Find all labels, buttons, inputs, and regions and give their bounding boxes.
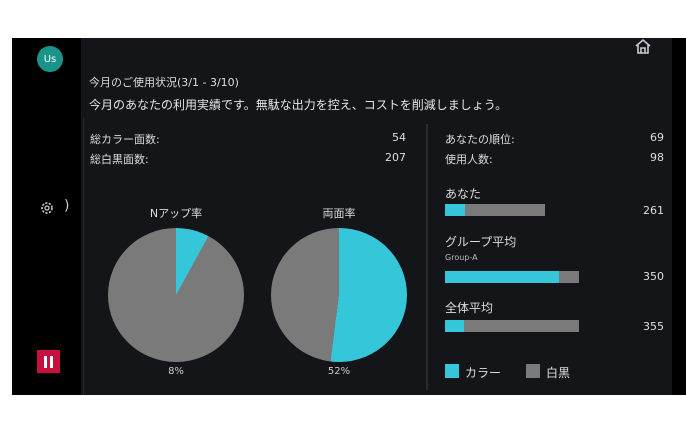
legend-color-swatch [445,364,459,378]
rank-value: 69 [650,131,664,144]
home-icon[interactable] [634,38,652,54]
overall-average-label: 全体平均 [445,301,494,315]
duplex-rate-pct: 52% [327,366,351,377]
nup-rate-pct: 8% [168,366,184,377]
legend-color-label: カラー [465,366,502,380]
usage-period-title: 今月のご使用状況(3/1 - 3/10) [89,76,239,89]
users-value: 98 [650,151,664,164]
group-average-label: グループ平均 [445,235,517,249]
total-bw-value: 207 [385,151,406,164]
panel-divider [426,124,428,390]
overall-average-value: 355 [643,320,664,333]
device-screen: Us ) 今月のご使用状況(3/1 - 3/10) 今月のあなたの利用実績です。… [12,38,686,395]
gear-icon[interactable] [39,200,55,216]
legend-bw-swatch [526,364,540,378]
duplex-rate-pie [271,228,407,362]
group-average-value: 350 [643,270,664,283]
pause-button[interactable] [37,350,60,373]
you-bar [445,204,545,216]
rank-label: あなたの順位: [445,133,515,146]
usage-message: 今月のあなたの利用実績です。無駄な出力を控え、コストを削減しましょう。 [89,98,508,112]
group-name: Group-A [445,253,478,262]
group-average-bar [445,271,579,283]
you-label: あなた [445,187,482,201]
overall-average-bar [445,320,579,332]
screen-edge [672,38,686,395]
users-label: 使用人数: [445,153,493,166]
main-content: 今月のご使用状況(3/1 - 3/10) 今月のあなたの利用実績です。無駄な出力… [81,38,673,395]
chevron-right-icon[interactable]: ) [64,198,70,214]
total-color-label: 総カラー面数: [90,133,160,146]
total-bw-label: 総白黒面数: [90,153,149,166]
nup-rate-title: Nアップ率 [149,207,203,220]
user-avatar[interactable]: Us [37,46,63,72]
duplex-rate-title: 両面率 [322,207,356,220]
stats-panel: 総カラー面数: 54 総白黒面数: 207 Nアップ率 8% 両面率 52% あ… [83,118,673,395]
you-value: 261 [643,204,664,217]
legend-bw-label: 白黒 [546,366,571,380]
sidebar: Us ) [12,38,81,395]
avatar-initials: Us [43,53,57,65]
total-color-value: 54 [392,131,406,144]
nup-rate-pie [108,228,244,362]
